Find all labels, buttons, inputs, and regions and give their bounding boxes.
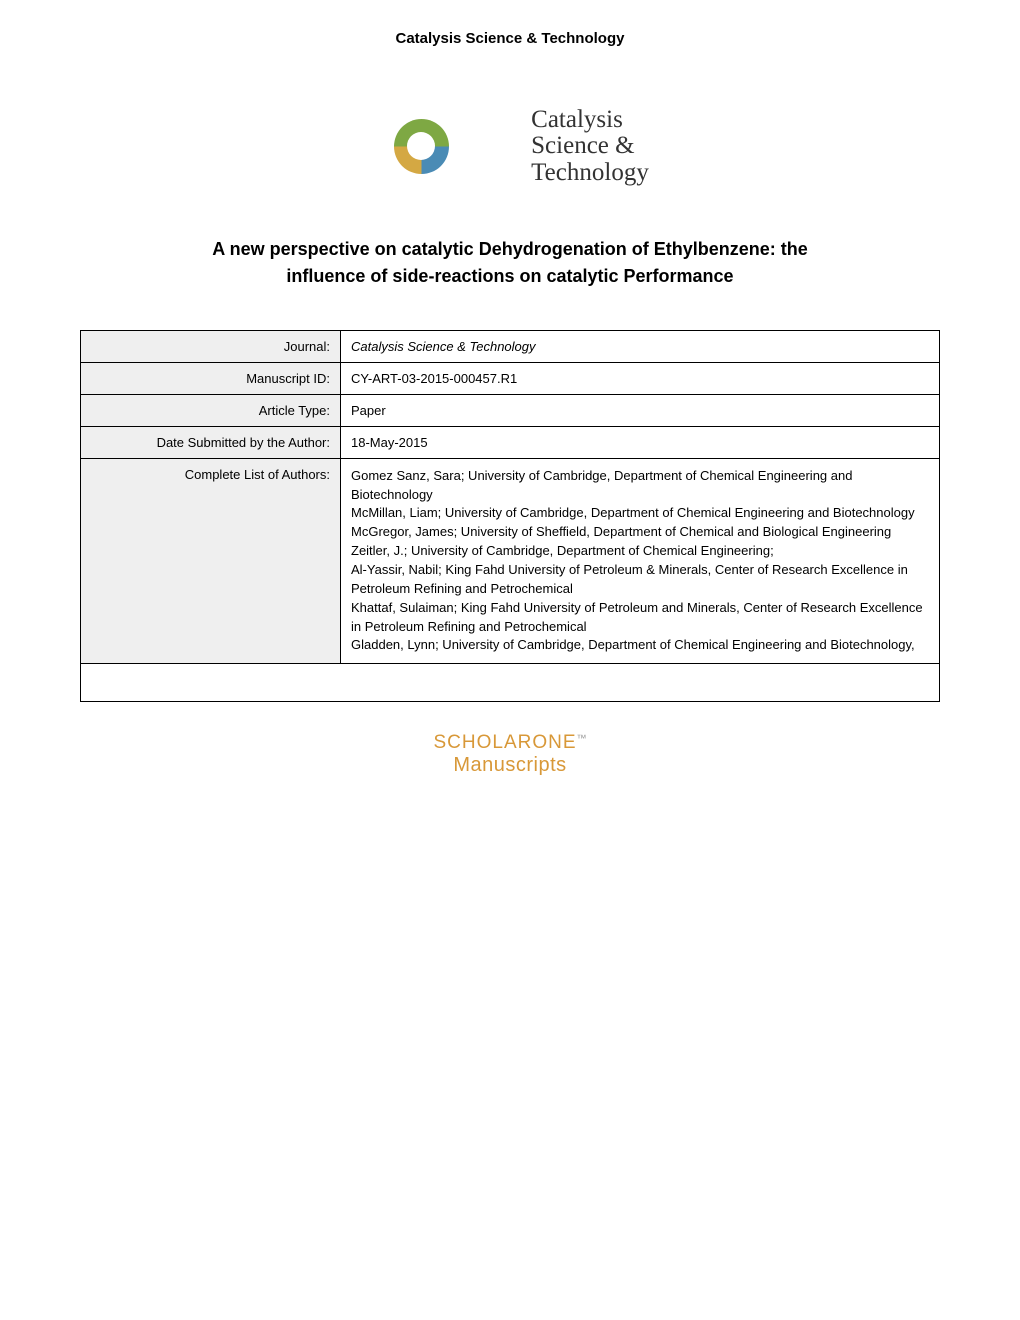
row-label: Manuscript ID: [81, 362, 341, 394]
author-entry: Gomez Sanz, Sara; University of Cambridg… [351, 467, 929, 505]
table-row: Journal:Catalysis Science & Technology [81, 330, 940, 362]
row-value: 18-May-2015 [341, 426, 940, 458]
table-row: Article Type:Paper [81, 394, 940, 426]
author-entry: Al-Yassir, Nabil; King Fahd University o… [351, 561, 929, 599]
author-entry: Khattaf, Sulaiman; King Fahd University … [351, 599, 929, 637]
table-row: Date Submitted by the Author:18-May-2015 [81, 426, 940, 458]
author-entry: McGregor, James; University of Sheffield… [351, 523, 929, 542]
footer-logo: SCHOLARONE™ Manuscripts [80, 732, 940, 777]
page-header: Catalysis Science & Technology [80, 30, 940, 47]
author-entry: Zeitler, J.; University of Cambridge, De… [351, 542, 929, 561]
cst-logo-line2: Science & [531, 133, 649, 159]
scholarone-brand: SCHOLARONE [433, 732, 576, 753]
authors-label: Complete List of Authors: [81, 458, 341, 663]
article-title: A new perspective on catalytic Dehydroge… [200, 236, 820, 290]
authors-value: Gomez Sanz, Sara; University of Cambridg… [341, 458, 940, 663]
scholarone-subtitle: Manuscripts [80, 754, 940, 777]
logo-row: Catalysis Science & Technology [80, 107, 940, 186]
trademark-icon: ™ [577, 734, 587, 745]
row-label: Date Submitted by the Author: [81, 426, 341, 458]
author-entry: McMillan, Liam; University of Cambridge,… [351, 504, 929, 523]
row-value: Paper [341, 394, 940, 426]
table-row-authors: Complete List of Authors: Gomez Sanz, Sar… [81, 458, 940, 663]
metadata-table: Journal:Catalysis Science & TechnologyMa… [80, 330, 940, 702]
row-value: Catalysis Science & Technology [341, 330, 940, 362]
row-value: CY-ART-03-2015-000457.R1 [341, 362, 940, 394]
author-entry: Gladden, Lynn; University of Cambridge, … [351, 636, 929, 655]
row-label: Journal: [81, 330, 341, 362]
empty-cell [81, 664, 940, 702]
cst-logo-line3: Technology [531, 160, 649, 186]
cst-logo: Catalysis Science & Technology [531, 107, 649, 186]
empty-row [81, 664, 940, 702]
table-row: Manuscript ID:CY-ART-03-2015-000457.R1 [81, 362, 940, 394]
rsc-logo-icon [394, 119, 449, 174]
cst-logo-line1: Catalysis [531, 107, 649, 133]
rsc-logo [371, 116, 471, 176]
row-label: Article Type: [81, 394, 341, 426]
